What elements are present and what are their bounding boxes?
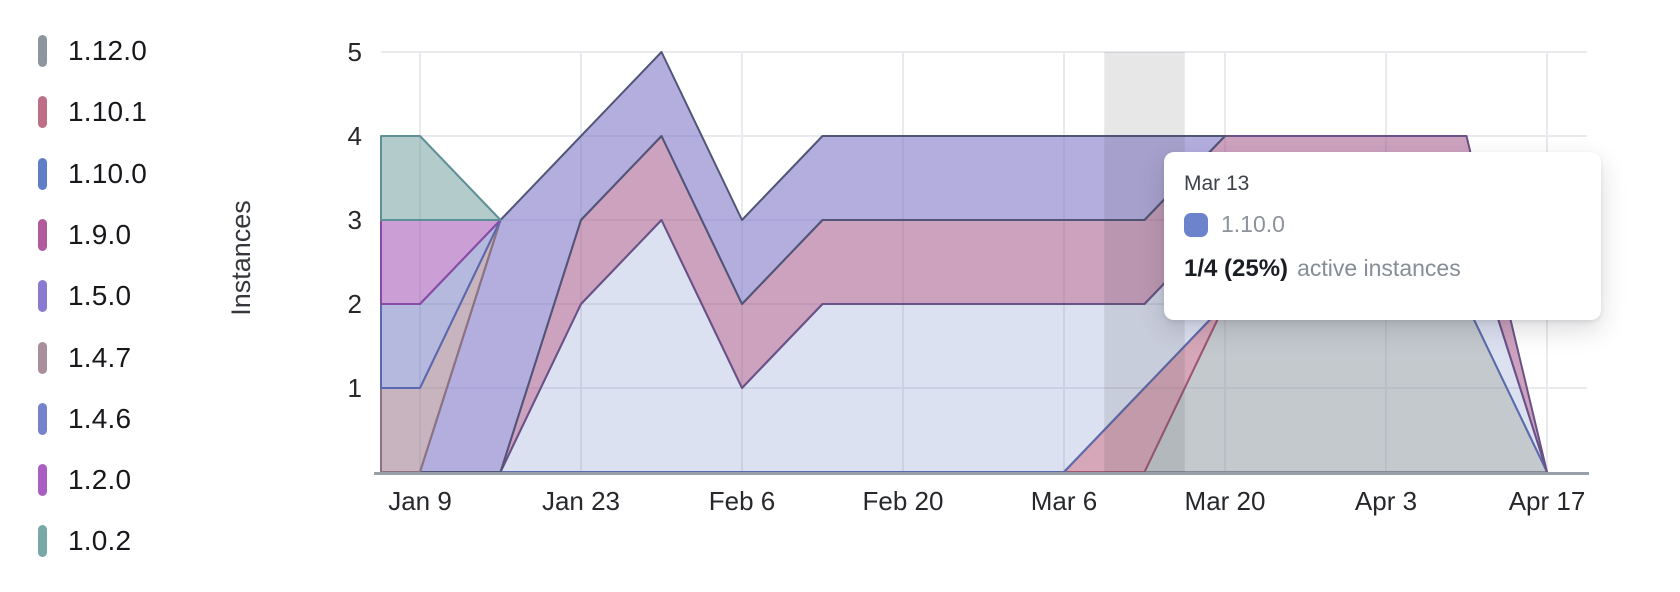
tooltip-note: active instances xyxy=(1297,255,1461,281)
y-tick-label: 3 xyxy=(348,205,362,235)
y-tick-label: 1 xyxy=(348,373,362,403)
tooltip-series-color-chip xyxy=(1184,212,1208,237)
y-tick-label: 2 xyxy=(348,289,362,319)
x-tick-label: Mar 6 xyxy=(1031,486,1097,516)
y-tick-label: 5 xyxy=(348,37,362,67)
tooltip-series-row: 1.10.0 xyxy=(1184,211,1577,238)
tooltip-series-name: 1.10.0 xyxy=(1221,211,1285,237)
x-tick-label: Feb 20 xyxy=(863,486,944,516)
legend-item-1.0.2[interactable]: 1.0.2 xyxy=(38,524,131,558)
legend-item-1.10.1[interactable]: 1.10.1 xyxy=(38,95,147,129)
legend-label: 1.12.0 xyxy=(68,35,148,66)
legend-color-chip xyxy=(38,402,47,435)
axis-ticks: 1 2 3 4 5 Jan 9 Jan 23 Feb 6 Feb 20 Mar 6 Mar 20 Ap… xyxy=(348,37,1586,516)
area-1.12.0[interactable] xyxy=(381,304,1547,472)
legend-color-chip xyxy=(38,464,47,497)
legend-label: 1.10.0 xyxy=(68,157,148,189)
outline-1.0.2 xyxy=(380,135,502,221)
legend-item-1.12.0[interactable]: 1.12.0 xyxy=(38,34,147,68)
tooltip-stat: 1/4 (25%) xyxy=(1184,255,1289,282)
x-tick-label: Feb 6 xyxy=(709,486,776,516)
y-tick-label: 4 xyxy=(348,121,362,151)
legend-label: 1.0.2 xyxy=(68,525,132,557)
legend-label: 1.9.0 xyxy=(68,218,132,250)
legend-color-chip xyxy=(38,280,47,313)
x-tick-label: Apr 3 xyxy=(1355,486,1417,516)
chart-legend: 1.12.0 1.10.1 1.10.0 1.9.0 1.5.0 1.4.7 1.4.6 1.… xyxy=(0,0,230,592)
x-tick-label: Jan 23 xyxy=(542,486,620,516)
chart-tooltip: Mar 13 1.10.0 1/4 (25%) active instances xyxy=(1164,152,1601,320)
legend-item-1.10.0[interactable]: 1.10.0 xyxy=(38,157,147,191)
legend-item-1.4.7[interactable]: 1.4.7 xyxy=(38,341,131,375)
legend-label: 1.10.1 xyxy=(68,96,148,128)
legend-label: 1.2.0 xyxy=(68,464,132,496)
x-tick-label: Jan 9 xyxy=(388,486,452,516)
legend-color-chip xyxy=(38,96,47,129)
legend-color-chip xyxy=(38,341,47,374)
legend-label: 1.4.6 xyxy=(68,402,132,434)
legend-item-1.5.0[interactable]: 1.5.0 xyxy=(38,279,131,313)
tooltip-statline: 1/4 (25%) active instances xyxy=(1184,255,1577,283)
legend-label: 1.4.7 xyxy=(68,341,132,373)
y-axis-title: Instances xyxy=(226,200,256,316)
x-tick-label: Apr 17 xyxy=(1509,486,1586,516)
legend-item-1.4.6[interactable]: 1.4.6 xyxy=(38,402,131,436)
legend-color-chip xyxy=(38,157,47,190)
x-tick-label: Mar 20 xyxy=(1185,486,1266,516)
legend-color-chip xyxy=(38,218,47,251)
legend-item-1.2.0[interactable]: 1.2.0 xyxy=(38,463,131,497)
legend-color-chip xyxy=(38,525,47,558)
outline-1.5.0 xyxy=(419,51,1226,473)
legend-color-chip xyxy=(38,35,47,67)
tooltip-date: Mar 13 xyxy=(1184,172,1250,195)
legend-item-1.9.0[interactable]: 1.9.0 xyxy=(38,218,131,252)
legend-label: 1.5.0 xyxy=(68,280,132,312)
